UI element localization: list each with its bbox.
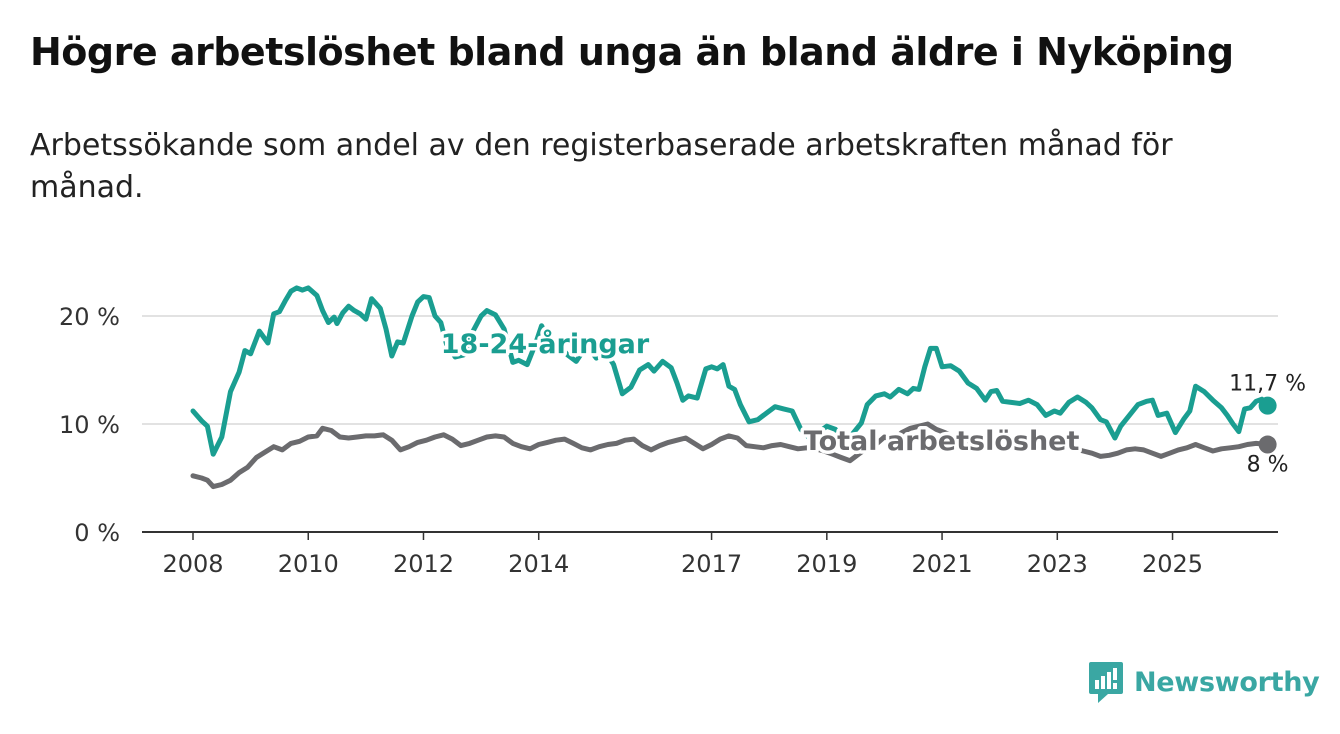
series-end-marker (1258, 435, 1277, 454)
chart-title: Högre arbetslöshet bland unga än bland ä… (30, 30, 1234, 74)
chart-subtitle: Arbetssökande som andel av den registerb… (30, 128, 1173, 205)
x-tick-label: 2010 (278, 550, 339, 578)
series-end-label: 8 % (1247, 453, 1289, 478)
x-tick-label: 2025 (1142, 550, 1203, 578)
newsworthy-logo-icon (1089, 662, 1123, 703)
series-line (190, 285, 1271, 457)
x-tick-label: 2012 (393, 550, 454, 578)
x-tick-label: 2017 (681, 550, 742, 578)
y-tick-label: 20 % (59, 303, 120, 331)
series-end-marker (1258, 396, 1277, 415)
x-tick-label: 2021 (912, 550, 973, 578)
x-tick-label: 2014 (508, 550, 569, 578)
x-tick-label: 2019 (796, 550, 857, 578)
y-tick-label: 10 % (59, 411, 120, 439)
x-tick-label: 2023 (1027, 550, 1088, 578)
series-label: 18-24-åringar (441, 328, 650, 360)
series-line (190, 421, 1271, 490)
series-end-label: 11,7 % (1229, 372, 1306, 397)
y-tick-label: 0 % (74, 519, 120, 547)
x-tick-label: 2008 (162, 550, 223, 578)
series-label: Total arbetslöshet (804, 426, 1080, 457)
newsworthy-logo-text: Newsworthy (1134, 666, 1320, 698)
newsworthy-logo: Newsworthy (1088, 660, 1320, 704)
